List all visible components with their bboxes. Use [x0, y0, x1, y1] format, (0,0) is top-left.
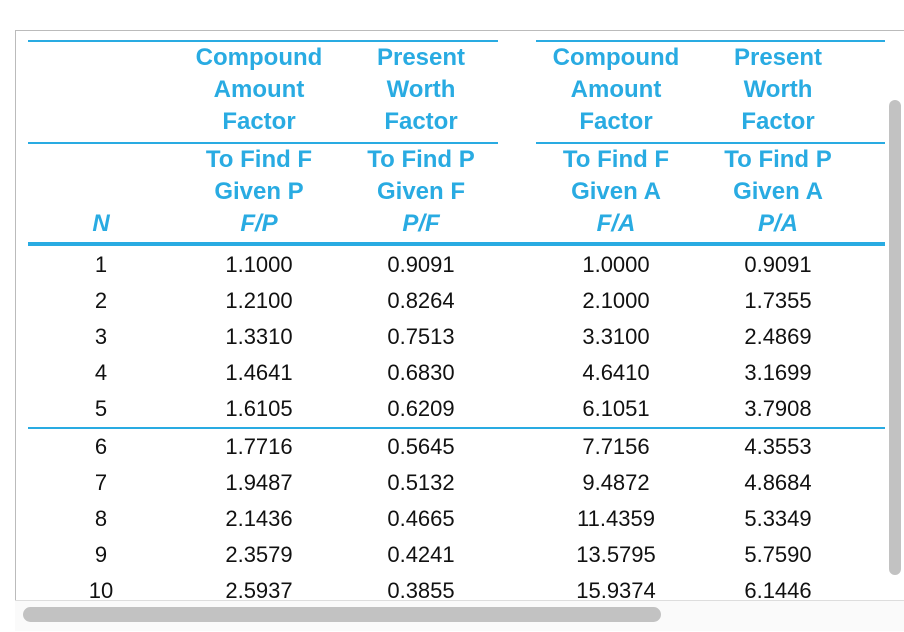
row-value: 1.0000 [582, 252, 650, 277]
row-value: 2.4869 [744, 324, 812, 349]
row-value: 0.6209 [387, 396, 455, 421]
row-n: 10 [88, 578, 114, 601]
n-header: N [92, 210, 110, 237]
row-value: 1.7716 [225, 434, 293, 459]
row-value: 6.1446 [744, 578, 812, 601]
row-value: 2.1000 [582, 288, 650, 313]
column-title: Present [376, 44, 466, 71]
row-value: 0.5645 [387, 434, 455, 459]
row-value: 5.3349 [744, 506, 812, 531]
row-n: 3 [94, 324, 108, 349]
column-title: Worth [743, 76, 813, 103]
row-value: 3.3100 [582, 324, 650, 349]
row-value: 3.1699 [744, 360, 812, 385]
column-title: Factor [579, 108, 653, 135]
row-value: 4.8684 [744, 470, 812, 495]
row-value: 0.4241 [387, 542, 455, 567]
row-value: 1.6105 [225, 396, 293, 421]
row-value: 0.5132 [387, 470, 455, 495]
rule [28, 142, 498, 144]
row-n: 8 [94, 506, 108, 531]
row-value: 0.9091 [387, 252, 455, 277]
horizontal-scrollbar[interactable] [15, 600, 904, 631]
row-value: 2.1436 [225, 506, 293, 531]
row-value: 7.7156 [582, 434, 650, 459]
column-title: Factor [222, 108, 296, 135]
column-title: Amount [570, 76, 662, 103]
rule [28, 427, 885, 429]
row-value: 0.7513 [387, 324, 455, 349]
row-value: 1.2100 [225, 288, 293, 313]
column-find: Given F [376, 178, 466, 205]
column-title: Factor [741, 108, 815, 135]
column-title: Worth [386, 76, 456, 103]
row-value: 1.3310 [225, 324, 293, 349]
column-title: Present [733, 44, 823, 71]
column-find: To Find F [562, 146, 670, 173]
column-find: To Find F [205, 146, 313, 173]
row-n: 2 [94, 288, 108, 313]
row-value: 13.5795 [576, 542, 656, 567]
row-value: 1.4641 [225, 360, 293, 385]
column-symbol: F/P [240, 210, 278, 237]
row-value: 0.3855 [387, 578, 455, 601]
row-value: 5.7590 [744, 542, 812, 567]
vertical-scroll-thumb[interactable] [889, 100, 901, 575]
column-symbol: P/F [402, 210, 440, 237]
column-title: Amount [213, 76, 305, 103]
row-value: 2.3579 [225, 542, 293, 567]
row-value: 4.6410 [582, 360, 650, 385]
scroll-thumb[interactable] [23, 607, 661, 622]
row-value: 2.5937 [225, 578, 293, 601]
column-find: To Find P [724, 146, 832, 173]
row-value: 11.4359 [577, 506, 655, 531]
rule [28, 40, 498, 42]
row-value: 6.1051 [582, 396, 650, 421]
rule [536, 40, 885, 42]
column-title: Compound [195, 44, 323, 71]
row-value: 0.8264 [387, 288, 455, 313]
row-n: 7 [94, 470, 108, 495]
row-n: 9 [94, 542, 108, 567]
table-viewport: N Compound Amount Factor To Find F Given P F/P… [15, 30, 904, 601]
row-value: 4.3553 [744, 434, 812, 459]
column-find: Given A [571, 178, 661, 205]
column-symbol: P/A [757, 210, 799, 237]
row-value: 0.4665 [387, 506, 455, 531]
row-value: 1.7355 [744, 288, 812, 313]
row-n: 6 [94, 434, 108, 459]
column-title: Compound [552, 44, 680, 71]
row-n: 4 [94, 360, 108, 385]
row-value: 0.6830 [387, 360, 455, 385]
row-value: 1.9487 [225, 470, 293, 495]
column-find: Given A [733, 178, 823, 205]
row-value: 1.1000 [225, 252, 293, 277]
column-symbol: F/A [596, 210, 636, 237]
row-value: 0.9091 [744, 252, 812, 277]
column-find: To Find P [367, 146, 475, 173]
rule [28, 242, 885, 246]
row-value: 3.7908 [744, 396, 812, 421]
column-find: Given P [214, 178, 304, 205]
row-n: 5 [94, 396, 108, 421]
row-value: 9.4872 [582, 470, 650, 495]
row-value: 15.9374 [576, 578, 656, 601]
row-n: 1 [94, 252, 108, 277]
rule [536, 142, 885, 144]
column-title: Factor [384, 108, 458, 135]
